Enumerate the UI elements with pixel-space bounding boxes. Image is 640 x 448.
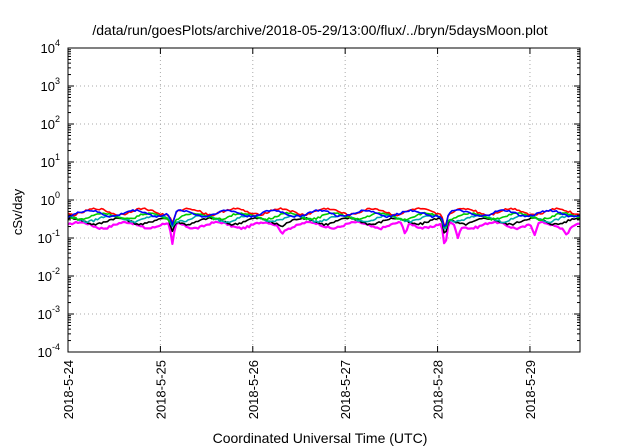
y-tick-exponent: 2: [55, 114, 60, 124]
label-layer: 10-410-310-210-11001011021031042018-5-24…: [38, 38, 538, 419]
y-tick-exponent: -1: [52, 228, 60, 238]
series-line: [67, 208, 581, 228]
y-tick-base: 10: [41, 155, 55, 170]
y-tick-base: 10: [41, 193, 55, 208]
y-tick-label: 103: [41, 76, 60, 94]
y-tick-label: 101: [41, 152, 60, 170]
y-tick-label: 102: [41, 114, 60, 132]
y-tick-base: 10: [38, 345, 52, 360]
x-axis-label: Coordinated Universal Time (UTC): [212, 430, 428, 446]
y-tick-base: 10: [41, 79, 55, 94]
y-tick-label: 100: [41, 190, 60, 208]
tick-layer: [67, 47, 580, 353]
y-tick-label: 10-4: [38, 342, 60, 360]
series-layer: [67, 207, 581, 245]
y-tick-exponent: 4: [55, 38, 60, 48]
y-tick-exponent: 3: [55, 76, 60, 86]
series-line: [67, 220, 581, 245]
y-tick-label: 10-2: [38, 266, 60, 284]
y-tick-label: 10-3: [38, 304, 60, 322]
grid-layer: [68, 48, 580, 352]
y-axis-label: cSv/day: [10, 188, 25, 235]
x-tick-label: 2018-5-28: [431, 360, 446, 419]
y-tick-base: 10: [41, 41, 55, 56]
x-tick-label: 2018-5-25: [153, 360, 168, 419]
series-line: [67, 211, 581, 228]
x-tick-label: 2018-5-27: [338, 360, 353, 419]
y-tick-base: 10: [38, 307, 52, 322]
y-tick-exponent: 0: [55, 190, 60, 200]
y-tick-base: 10: [38, 269, 52, 284]
y-tick-exponent: -2: [52, 266, 60, 276]
y-tick-exponent: -3: [52, 304, 60, 314]
y-tick-label: 10-1: [38, 228, 60, 246]
y-tick-label: 104: [41, 38, 60, 56]
y-tick-base: 10: [38, 231, 52, 246]
y-tick-exponent: -4: [52, 342, 60, 352]
x-tick-label: 2018-5-24: [61, 360, 76, 419]
chart-title: /data/run/goesPlots/archive/2018-05-29/1…: [92, 22, 548, 38]
series-line: [67, 207, 581, 226]
y-tick-exponent: 1: [55, 152, 60, 162]
x-tick-label: 2018-5-26: [246, 360, 261, 419]
y-tick-base: 10: [41, 117, 55, 132]
x-tick-label: 2018-5-29: [523, 360, 538, 419]
